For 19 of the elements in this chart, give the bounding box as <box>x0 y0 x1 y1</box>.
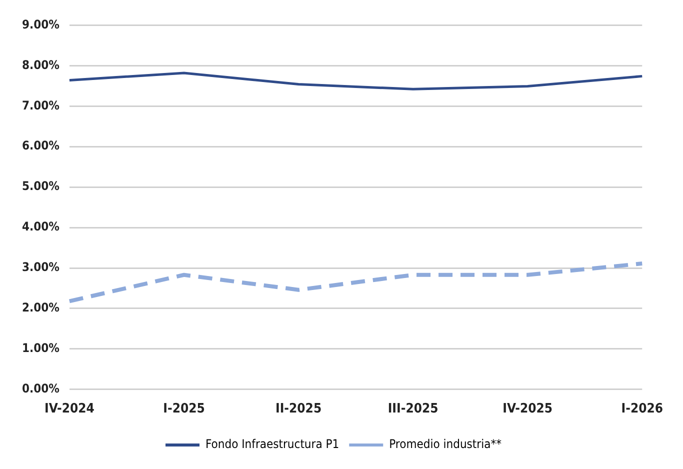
y-tick-label: 4.00% <box>22 220 60 234</box>
y-tick-label: 3.00% <box>22 260 60 274</box>
legend-label: Promedio industria** <box>389 437 502 452</box>
x-tick-label: IV-2025 <box>502 402 553 417</box>
y-tick-label: 8.00% <box>22 58 60 72</box>
x-tick-label: I-2026 <box>621 402 664 417</box>
y-tick-label: 2.00% <box>22 300 60 315</box>
x-tick-label: I-2025 <box>163 402 205 417</box>
x-tick-label: III-2025 <box>388 402 438 417</box>
x-tick-label: II-2025 <box>275 402 322 417</box>
x-tick-label: IV-2024 <box>44 402 94 417</box>
y-tick-label: 9.00% <box>22 17 60 32</box>
y-tick-label: 5.00% <box>22 179 60 194</box>
legend-label: Fondo Infraestructura P1 <box>206 437 340 452</box>
y-tick-label: 6.00% <box>22 138 60 153</box>
y-tick-label: 1.00% <box>22 341 60 356</box>
y-tick-label: 7.00% <box>22 98 60 112</box>
line-series <box>67 262 644 304</box>
y-tick-label: 0.00% <box>22 382 60 396</box>
